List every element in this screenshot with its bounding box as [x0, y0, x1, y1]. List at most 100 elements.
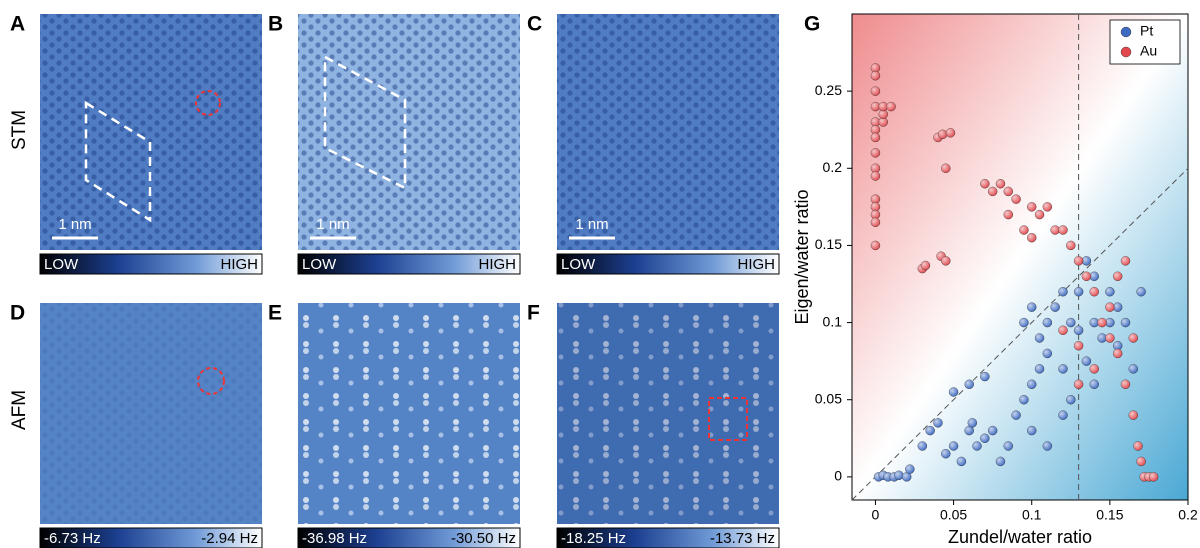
scale-bar-label: 1 nm [58, 216, 91, 233]
point-shine [1066, 395, 1075, 404]
row-label: STM [9, 110, 30, 150]
point-shine [968, 418, 977, 427]
panel-label: F [527, 302, 540, 325]
image-shade [557, 303, 779, 524]
point-shine [887, 102, 896, 111]
point-shine [1043, 202, 1052, 211]
point-shine [1129, 411, 1138, 420]
colorbar-max: HIGH [221, 256, 259, 273]
y-tick-label: 0.2 [823, 159, 843, 175]
point-shine [1133, 442, 1142, 451]
point-shine [1019, 318, 1028, 327]
point-shine [1012, 411, 1021, 420]
plot-background [852, 14, 1188, 500]
panel-label: B [268, 13, 283, 36]
point-shine [1004, 210, 1013, 219]
point-shine [871, 241, 880, 250]
colorbar-min: -6.73 Hz [44, 530, 101, 547]
point-shine [949, 442, 958, 451]
legend-label: Pt [1140, 23, 1153, 39]
point-shine [871, 148, 880, 157]
point-shine [1027, 426, 1036, 435]
panel-label: G [804, 13, 820, 36]
point-shine [1058, 226, 1067, 235]
point-shine [1058, 287, 1067, 296]
colorbar-max: -30.50 Hz [451, 530, 516, 547]
x-tick-label: 0.15 [1096, 507, 1123, 523]
x-tick-label: 0.2 [1178, 507, 1198, 523]
image-texture [298, 14, 520, 250]
point-shine [1066, 318, 1075, 327]
point-shine [1082, 272, 1091, 281]
point-shine [957, 457, 966, 466]
point-shine [1043, 442, 1052, 451]
x-tick-label: 0 [872, 507, 880, 523]
point-shine [871, 87, 880, 96]
point-shine [1105, 334, 1114, 343]
point-shine [1121, 318, 1130, 327]
point-shine [1051, 303, 1060, 312]
point-shine [1098, 318, 1107, 327]
point-shine [949, 388, 958, 397]
point-shine [1129, 334, 1138, 343]
x-axis-label: Zundel/water ratio [948, 527, 1092, 547]
point-shine [1019, 395, 1028, 404]
colorbar-max: -13.73 Hz [710, 530, 775, 547]
legend-marker [1121, 27, 1131, 37]
colorbar-min: -36.98 Hz [302, 530, 367, 547]
point-shine [1035, 334, 1044, 343]
image-texture [40, 14, 262, 250]
point-shine [965, 380, 974, 389]
x-tick-label: 0.05 [940, 507, 967, 523]
panel-label: A [10, 13, 25, 36]
point-shine [1105, 303, 1114, 312]
point-shine [1004, 187, 1013, 196]
point-shine [894, 471, 903, 480]
colorbar-max: -2.94 Hz [201, 530, 258, 547]
point-shine [1090, 380, 1099, 389]
point-shine [918, 442, 927, 451]
point-shine [933, 418, 942, 427]
scale-bar-label: 1 nm [316, 216, 349, 233]
legend-label: Au [1140, 43, 1157, 59]
point-shine [988, 426, 997, 435]
point-shine [1121, 256, 1130, 265]
y-tick-label: 0.25 [815, 82, 842, 98]
point-shine [1058, 364, 1067, 373]
point-shine [941, 256, 950, 265]
point-shine [871, 133, 880, 142]
point-shine [871, 71, 880, 80]
point-shine [1090, 287, 1099, 296]
point-shine [926, 426, 935, 435]
point-shine [1027, 233, 1036, 242]
point-shine [1043, 318, 1052, 327]
colorbar-max: HIGH [738, 256, 776, 273]
point-shine [1035, 210, 1044, 219]
point-shine [1004, 442, 1013, 451]
point-shine [996, 179, 1005, 188]
x-tick-label: 0.1 [1022, 507, 1042, 523]
point-shine [980, 434, 989, 443]
image-texture [298, 303, 520, 524]
colorbar-max: HIGH [479, 256, 517, 273]
point-shine [921, 261, 930, 270]
point-shine [1129, 364, 1138, 373]
point-shine [905, 465, 914, 474]
figure: STMAFMALOWHIGH1 nmBLOWHIGH1 nmCLOWHIGH1 … [0, 0, 1200, 548]
point-shine [1121, 380, 1130, 389]
colorbar-min: -18.25 Hz [561, 530, 626, 547]
point-shine [1082, 357, 1091, 366]
point-shine [1058, 326, 1067, 335]
point-shine [1074, 380, 1083, 389]
panel-label: E [268, 302, 282, 325]
y-tick-label: 0 [834, 468, 842, 484]
point-shine [941, 449, 950, 458]
colorbar-min: LOW [302, 256, 337, 273]
row-label: AFM [9, 390, 30, 430]
y-tick-label: 0.05 [815, 390, 842, 406]
point-shine [871, 218, 880, 227]
point-shine [1090, 364, 1099, 373]
scale-bar-label: 1 nm [575, 216, 608, 233]
point-shine [980, 179, 989, 188]
